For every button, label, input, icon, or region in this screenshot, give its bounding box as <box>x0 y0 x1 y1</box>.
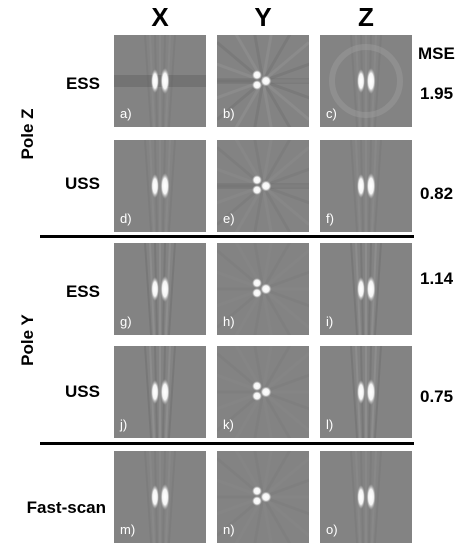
mse-value: 0.82 <box>420 184 454 203</box>
reconstruction-panel: j) <box>114 346 206 438</box>
group-label-pole-y: Pole Y <box>18 314 37 366</box>
reconstruction-image <box>350 346 382 438</box>
reconstruction-image <box>144 243 176 335</box>
reconstruction-panel: d) <box>114 140 206 232</box>
reconstruction-panel: k) <box>217 346 309 438</box>
reconstruction-image <box>217 243 309 335</box>
panel-label: m) <box>120 522 136 537</box>
panel-label: g) <box>120 314 132 329</box>
panel-label: d) <box>120 211 132 226</box>
separator-line <box>40 442 414 445</box>
group-label-pole-z: Pole Z <box>18 108 37 160</box>
reconstruction-image <box>350 451 382 543</box>
reconstruction-image <box>350 140 382 232</box>
mse-value: 1.14 <box>420 269 454 288</box>
reconstruction-image <box>114 35 206 127</box>
mse-value: 1.95 <box>420 84 454 103</box>
reconstruction-panel: l) <box>320 346 412 438</box>
reconstruction-image <box>217 451 309 543</box>
row-label-uss: USS <box>65 174 100 193</box>
panel-label: i) <box>326 314 334 329</box>
mse-header: MSE <box>418 44 455 63</box>
panel-label: a) <box>120 106 132 121</box>
panel-label: o) <box>326 522 338 537</box>
reconstruction-panel: m) <box>114 451 206 543</box>
panel-label: k) <box>223 417 234 432</box>
column-header-y: Y <box>254 2 272 32</box>
reconstruction-image <box>217 346 309 438</box>
reconstruction-image <box>144 346 176 438</box>
mse-value: 0.75 <box>420 387 454 406</box>
reconstruction-panel: b) <box>217 35 309 127</box>
reconstruction-panel: i) <box>320 243 412 335</box>
column-header-x: X <box>151 2 169 32</box>
reconstruction-image <box>144 140 176 232</box>
panel-label: n) <box>223 522 235 537</box>
panel-label: j) <box>120 417 128 432</box>
reconstruction-image <box>144 451 176 543</box>
separator-line <box>40 235 414 238</box>
panel-label: b) <box>223 106 235 121</box>
panel-label: h) <box>223 314 235 329</box>
reconstruction-panel: c) <box>320 35 412 127</box>
reconstruction-image <box>217 140 309 232</box>
reconstruction-panel: a) <box>114 35 206 127</box>
column-header-z: Z <box>358 2 374 32</box>
row-label-fast-scan: Fast-scan <box>26 498 106 517</box>
panel-label: l) <box>326 417 334 432</box>
row-label-uss: USS <box>65 382 100 401</box>
reconstruction-panel: n) <box>217 451 309 543</box>
row-label-ess: ESS <box>65 282 100 301</box>
panel-label: c) <box>326 106 337 121</box>
reconstruction-panel: o) <box>320 451 412 543</box>
reconstruction-panel: e) <box>217 140 309 232</box>
panel-label: f) <box>326 211 334 226</box>
reconstruction-image <box>350 243 382 335</box>
reconstruction-panel: g) <box>114 243 206 335</box>
panel-label: e) <box>223 211 235 226</box>
row-label-ess: ESS <box>65 74 100 93</box>
reconstruction-panel: f) <box>320 140 412 232</box>
reconstruction-image <box>217 35 309 127</box>
reconstruction-panel: h) <box>217 243 309 335</box>
reconstruction-image <box>329 35 403 127</box>
